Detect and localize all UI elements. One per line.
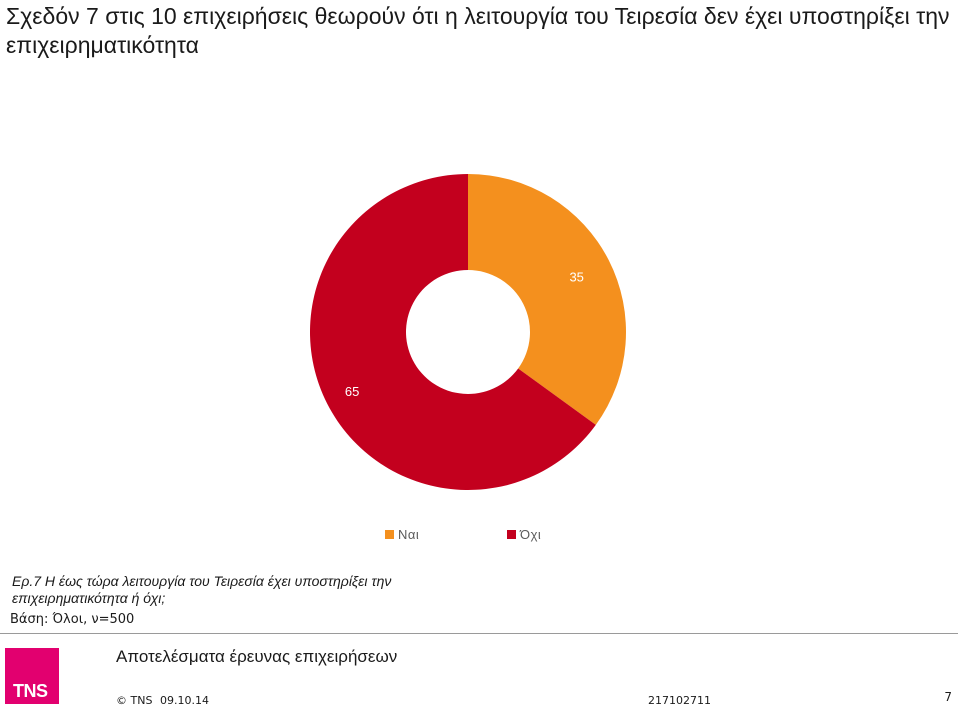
legend-label-no: Όχι [520, 527, 542, 542]
footer-date: 09.10.14 [160, 694, 209, 707]
legend-item-no: Όχι [507, 527, 541, 542]
sample-base: Βάση: Όλοι, ν=500 [10, 612, 135, 627]
data-label-yes: 35 [569, 270, 583, 285]
page-title: Σχεδόν 7 στις 10 επιχειρήσεις θεωρούν ότ… [6, 3, 950, 58]
survey-question: Ερ.7 Η έως τώρα λειτουργία του Τειρεσία … [12, 573, 392, 606]
page-number: 7 [944, 690, 952, 704]
donut-slice-no [310, 174, 596, 490]
tns-logo: TNS [5, 648, 59, 704]
legend-swatch-yes [385, 530, 394, 540]
footer-divider [0, 633, 958, 634]
survey-title: Αποτελέσματα έρευνας επιχειρήσεων [116, 647, 398, 666]
logo-text: TNS [13, 681, 48, 701]
donut-slice-yes [468, 174, 626, 425]
job-number: 217102711 [648, 694, 711, 707]
data-label-no: 65 [345, 384, 359, 399]
copyright: © TNS [116, 694, 153, 707]
legend-item-yes: Ναι [385, 527, 419, 542]
legend-swatch-no [507, 530, 516, 540]
legend-label-yes: Ναι [398, 527, 420, 542]
donut-chart: 35 65 [310, 174, 626, 490]
